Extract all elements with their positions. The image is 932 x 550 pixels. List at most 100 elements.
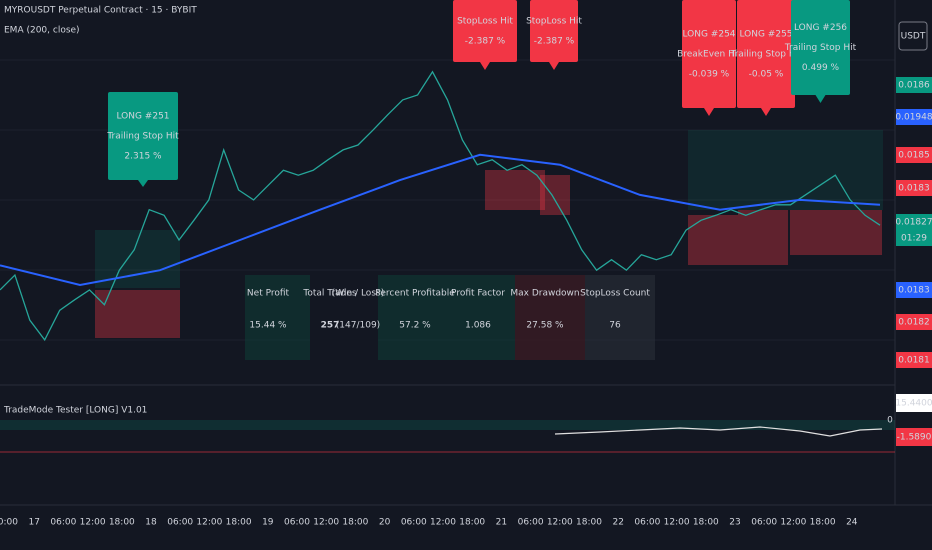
- time-label: 18: [145, 518, 157, 528]
- callout-text: LONG #256: [794, 23, 847, 33]
- callout-box: [682, 0, 736, 108]
- time-label: 19: [262, 518, 274, 528]
- time-label: 06:00: [284, 518, 310, 528]
- time-label: 00:00: [0, 518, 18, 528]
- time-label: 18:00: [810, 518, 836, 528]
- ema-line: [0, 153, 881, 287]
- price-label: 0.0186: [898, 81, 930, 91]
- table-value: 257: [321, 321, 340, 331]
- price-label-box: [896, 147, 932, 163]
- time-label: 20: [379, 518, 391, 528]
- pane2-label-box: [896, 394, 932, 412]
- callout-text: StopLoss Hit: [526, 17, 582, 27]
- time-label: 18:00: [109, 518, 135, 528]
- price-label-box: [896, 180, 932, 196]
- table-value: 27.58 %: [526, 321, 564, 331]
- price-label-box: [896, 282, 932, 298]
- time-label: 12:00: [313, 518, 339, 528]
- time-label: 18:00: [459, 518, 485, 528]
- price-label: 0.0183: [898, 286, 930, 296]
- table-value: 1.086: [465, 321, 491, 331]
- callout-text: LONG #251: [116, 112, 169, 122]
- equity-line: [554, 426, 883, 437]
- time-label: 12:00: [196, 518, 222, 528]
- callout-text: StopLoss Hit: [457, 17, 513, 27]
- time-label: 18:00: [342, 518, 368, 528]
- callout-text: Trailing Stop Hit: [106, 132, 179, 142]
- table-header: Percent Profitable: [375, 289, 455, 299]
- table-value: (147/109): [336, 321, 380, 331]
- time-label: 06:00: [401, 518, 427, 528]
- callout-text: LONG #254: [682, 30, 735, 40]
- table-header: StopLoss Count: [580, 289, 650, 299]
- callout-pointer: [480, 62, 490, 70]
- table-value: 57.2 %: [399, 321, 431, 331]
- price-label: 0.01948: [895, 113, 932, 123]
- time-label: 23: [729, 518, 740, 528]
- callout-pointer: [815, 95, 826, 103]
- callout-text: 0.499 %: [802, 63, 840, 73]
- time-label: 06:00: [167, 518, 193, 528]
- time-label: 18:00: [693, 518, 719, 528]
- time-label: 12:00: [80, 518, 106, 528]
- price-label-box: [896, 77, 932, 93]
- currency[interactable]: USDT: [901, 32, 926, 42]
- time-label: 12:00: [664, 518, 690, 528]
- callout-text: LONG #255: [739, 30, 792, 40]
- price-label-box: [896, 230, 932, 246]
- pane2-zero: 0: [887, 416, 893, 426]
- callout-pointer: [761, 108, 771, 116]
- table-value: 76: [609, 321, 621, 331]
- time-label: 12:00: [430, 518, 456, 528]
- callout-text: -0.039 %: [689, 70, 730, 80]
- time-label: 06:00: [634, 518, 660, 528]
- price-label: 0.0181: [898, 356, 930, 366]
- time-label: 24: [846, 518, 858, 528]
- time-label: 06:00: [518, 518, 544, 528]
- callout-box: [737, 0, 795, 108]
- pane2-label: -1.5890: [897, 433, 932, 443]
- table-header: Total Trades: [302, 289, 357, 299]
- table: [245, 275, 655, 360]
- callout-text: -2.387 %: [465, 37, 506, 47]
- table-header: (Win / Loss): [332, 289, 384, 299]
- time-label: 18:00: [226, 518, 252, 528]
- time-label: 21: [496, 518, 507, 528]
- price-label-box: [896, 314, 932, 330]
- table-header: Net Profit: [247, 289, 290, 299]
- price-label: 0.0183: [898, 184, 930, 194]
- callout-text: -0.05 %: [749, 70, 784, 80]
- price-label-box: [896, 214, 932, 230]
- callout-box: [453, 0, 517, 62]
- callout-pointer: [549, 62, 559, 70]
- symbol-title: MYROUSDT Perpetual Contract · 15 · BYBIT: [4, 6, 197, 16]
- callout-pointer: [704, 108, 714, 116]
- price-label: 0.0185: [898, 151, 930, 161]
- time-label: 06:00: [50, 518, 76, 528]
- table-header: Profit Factor: [451, 289, 505, 299]
- trade-boxes: [95, 130, 883, 338]
- pane2-label-box: [896, 428, 932, 446]
- currency-button[interactable]: [898, 21, 928, 51]
- price-label: 0.01827: [895, 218, 932, 228]
- table-header: Max Drawdown: [510, 289, 579, 299]
- pane2-title: TradeMode Tester [LONG] V1.01: [3, 406, 147, 416]
- time-label: 12:00: [780, 518, 806, 528]
- price-label: 01:29: [901, 234, 927, 244]
- price-label-box: [896, 352, 932, 368]
- time-label: 22: [612, 518, 623, 528]
- callout-text: Trailing Stop Hit: [729, 50, 802, 60]
- time-label: 17: [28, 518, 39, 528]
- time-label: 12:00: [547, 518, 573, 528]
- callout-box: [108, 92, 178, 180]
- time-label: 18:00: [576, 518, 602, 528]
- pane2-label: 15.4400: [895, 399, 932, 409]
- price-line: [0, 70, 881, 342]
- callout-box: [791, 0, 850, 95]
- price-label: 0.0182: [898, 318, 930, 328]
- price-label-box: [896, 109, 932, 125]
- callout-text: 2.315 %: [124, 152, 162, 162]
- callout-pointer: [138, 180, 148, 187]
- callout-box: [530, 0, 578, 62]
